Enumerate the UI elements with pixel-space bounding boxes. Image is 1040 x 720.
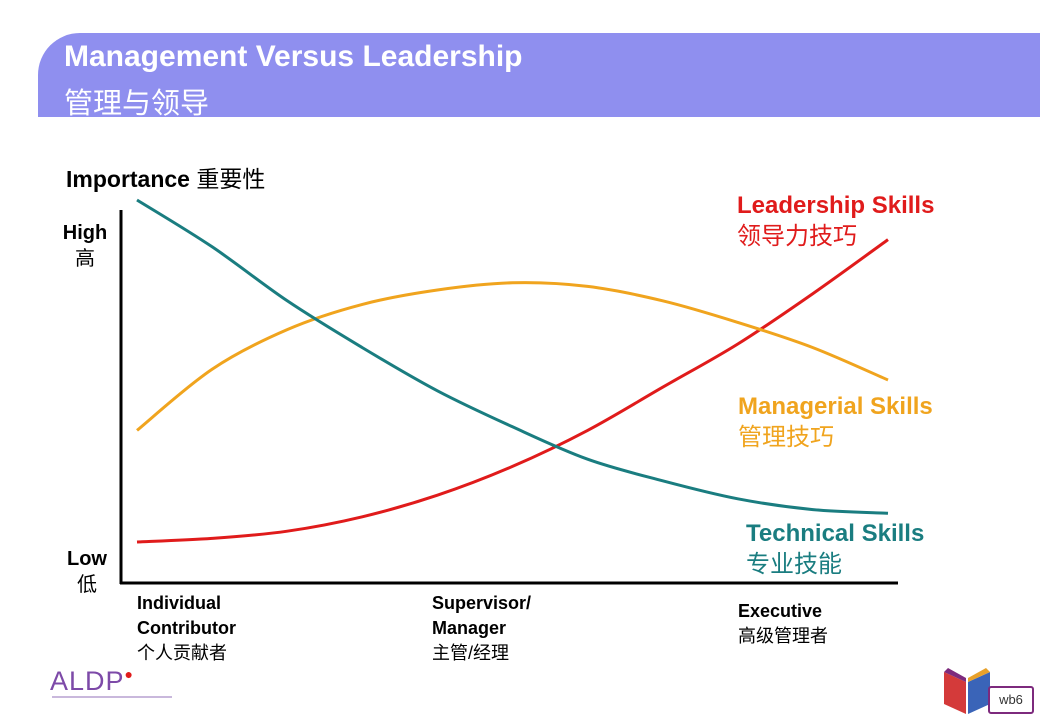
y-axis-label-zh: 重要性 bbox=[196, 166, 266, 192]
y-tick-high: High 高 bbox=[56, 220, 114, 272]
aldp-logo: ALDP● bbox=[50, 666, 134, 697]
series-line-leadership-skills bbox=[136, 238, 889, 544]
x-tick-supervisor-manager: Supervisor/ Manager 主管/经理 bbox=[432, 591, 531, 666]
x-tick-1-line-1: Supervisor/ bbox=[432, 593, 532, 613]
y-axis-label-en: Importance bbox=[66, 166, 190, 192]
x-tick-2-line-1: Executive bbox=[738, 601, 823, 621]
series-name-leadership-zh: 领导力技巧 bbox=[737, 223, 857, 250]
x-tick-1-line-2: Manager bbox=[432, 618, 507, 638]
y-tick-low-en: Low bbox=[67, 548, 107, 570]
book-icon bbox=[944, 668, 990, 714]
series-name-leadership-en: Leadership Skills bbox=[737, 192, 935, 219]
y-tick-low-zh: 低 bbox=[77, 574, 97, 596]
x-tick-0-line-1: Individual bbox=[137, 593, 222, 613]
slide-badge: wb6 bbox=[988, 686, 1034, 714]
logo-text: ALDP bbox=[50, 666, 125, 696]
page-title: Management Versus Leadership bbox=[64, 40, 523, 73]
x-tick-2-zh: 高级管理者 bbox=[738, 626, 828, 646]
page-subtitle: 管理与领导 bbox=[64, 88, 210, 120]
series-label-leadership-skills: Leadership Skills 领导力技巧 bbox=[737, 190, 934, 252]
x-tick-0-zh: 个人贡献者 bbox=[137, 643, 227, 663]
x-tick-executive: Executive 高级管理者 bbox=[738, 599, 828, 649]
series-line-managerial-skills bbox=[136, 281, 889, 432]
x-tick-1-zh: 主管/经理 bbox=[432, 643, 510, 663]
logo-underline bbox=[52, 696, 172, 698]
series-label-technical-skills: Technical Skills 专业技能 bbox=[746, 518, 924, 580]
y-tick-high-zh: 高 bbox=[75, 248, 95, 270]
y-tick-high-en: High bbox=[62, 222, 108, 244]
x-tick-individual-contributor: Individual Contributor 个人贡献者 bbox=[137, 591, 236, 666]
series-name-managerial-en: Managerial Skills bbox=[738, 393, 933, 420]
y-tick-low: Low 低 bbox=[58, 546, 116, 598]
x-tick-0-line-2: Contributor bbox=[137, 618, 236, 638]
y-axis-label: Importance 重要性 bbox=[66, 160, 265, 194]
series-name-managerial-zh: 管理技巧 bbox=[738, 424, 834, 451]
series-name-technical-zh: 专业技能 bbox=[746, 551, 842, 578]
series-line-technical-skills bbox=[136, 198, 889, 515]
logo-dot-icon: ● bbox=[124, 666, 135, 682]
series-name-technical-en: Technical Skills bbox=[746, 520, 925, 547]
series-label-managerial-skills: Managerial Skills 管理技巧 bbox=[738, 391, 933, 453]
title-banner bbox=[38, 33, 1040, 117]
